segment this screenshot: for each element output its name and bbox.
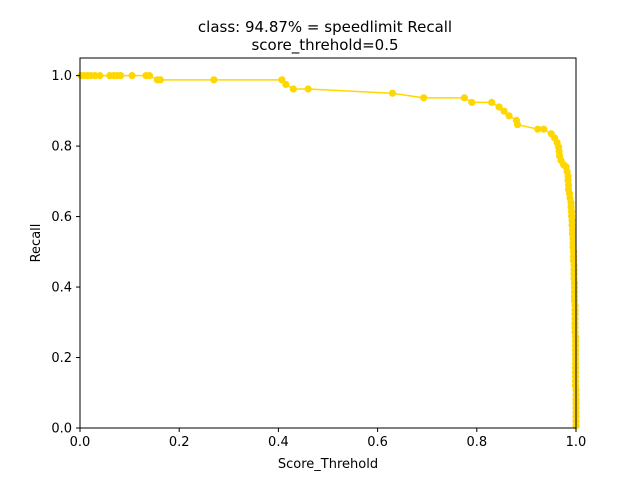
x-axis-ticks: 0.0 0.2 0.4 0.6 0.8 1.0: [70, 428, 587, 450]
data-point: [505, 112, 513, 120]
data-point: [420, 94, 428, 102]
axes-frame: [79, 57, 577, 429]
y-tick-label: 0.4: [51, 281, 72, 296]
data-point: [91, 72, 99, 80]
data-point: [145, 72, 154, 80]
data-point: [513, 121, 522, 129]
data-point: [210, 76, 218, 84]
data-point: [156, 76, 164, 84]
data-point: [304, 85, 312, 93]
x-tick-label: 0.4: [268, 435, 289, 450]
y-tick-label: 0.8: [51, 140, 72, 155]
data-point: [495, 103, 503, 111]
data-point: [128, 72, 136, 80]
data-point: [488, 98, 496, 106]
y-axis-ticks: 0.0 0.2 0.4 0.6 0.8 1.0: [51, 69, 80, 437]
y-axis-label: Recall: [29, 224, 44, 263]
x-tick-label: 0.0: [70, 435, 91, 450]
series-layer: [77, 72, 580, 430]
y-tick-label: 0.2: [51, 351, 72, 366]
x-tick-label: 0.8: [466, 435, 487, 450]
x-axis-label: Score_Threhold: [278, 457, 378, 472]
data-point: [500, 107, 508, 115]
data-point: [540, 125, 548, 133]
data-point: [289, 85, 297, 93]
data-point: [460, 94, 468, 102]
x-tick-label: 0.2: [169, 435, 190, 450]
data-point: [96, 72, 104, 80]
plot-area: [80, 58, 576, 428]
chart-title-line1: class: 94.87% = speedlimit Recall: [198, 18, 452, 36]
y-tick-label: 0.6: [51, 210, 72, 225]
data-point: [468, 98, 476, 106]
data-point: [282, 80, 290, 89]
y-tick-label: 0.0: [51, 422, 72, 437]
x-tick-label: 0.6: [367, 435, 388, 450]
data-point: [117, 72, 125, 80]
x-tick-label: 1.0: [566, 435, 587, 450]
data-point: [388, 89, 397, 97]
y-tick-label: 1.0: [51, 69, 72, 84]
data-point: [534, 125, 542, 133]
chart-title-line2: score_threhold=0.5: [251, 36, 398, 55]
